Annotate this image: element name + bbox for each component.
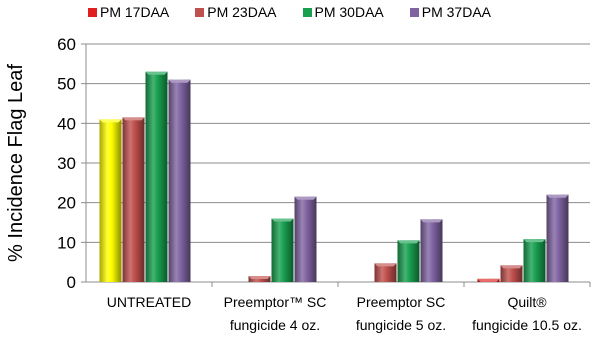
bar xyxy=(99,119,122,282)
bar xyxy=(168,79,191,282)
bar-top xyxy=(271,218,294,222)
bar-top xyxy=(99,119,122,123)
bar xyxy=(145,71,168,283)
bar xyxy=(546,194,569,282)
bar xyxy=(374,263,397,282)
y-tick-label: 0 xyxy=(67,273,76,292)
bar-top xyxy=(523,239,546,243)
legend-label-pm17: PM 17DAA xyxy=(100,4,170,20)
legend-label-pm30: PM 30DAA xyxy=(314,4,384,20)
bar xyxy=(271,218,294,282)
legend-item-pm30: PM 30DAA xyxy=(302,4,384,20)
bar-top xyxy=(145,71,168,75)
y-tick-label: 30 xyxy=(57,154,76,173)
y-tick-label: 60 xyxy=(57,35,76,54)
x-tick-label: fungicide 5 oz. xyxy=(356,317,446,333)
legend-label-pm37: PM 37DAA xyxy=(421,4,491,20)
x-tick-label: fungicide 4 oz. xyxy=(230,317,320,333)
x-tick-label: fungicide 10.5 oz. xyxy=(472,317,582,333)
legend-swatch-pm17 xyxy=(88,7,97,17)
x-tick-label: Preemptor SC xyxy=(357,294,446,310)
y-tick-label: 40 xyxy=(57,114,76,133)
bar-top xyxy=(248,276,271,280)
bar xyxy=(294,196,317,282)
bar-top xyxy=(294,196,317,200)
bar-body xyxy=(99,119,122,282)
bar-body xyxy=(122,117,145,282)
bar xyxy=(420,219,443,282)
bar xyxy=(248,276,271,282)
x-tick-label: UNTREATED xyxy=(107,294,192,310)
legend-swatch-pm37 xyxy=(409,7,419,17)
legend-item-pm37: PM 37DAA xyxy=(409,4,491,20)
bar-body xyxy=(500,265,523,282)
y-tick-label: 10 xyxy=(57,233,76,252)
bar-body xyxy=(546,194,569,282)
legend-swatch-pm23 xyxy=(195,7,205,17)
bar-body xyxy=(523,239,546,282)
bar-body xyxy=(145,71,168,283)
y-tick-label: 50 xyxy=(57,75,76,94)
bar xyxy=(500,265,523,282)
legend-label-pm23: PM 23DAA xyxy=(207,4,277,20)
legend: PM 17DAA PM 23DAA PM 30DAA PM 37DAA xyxy=(88,4,517,20)
bar-top xyxy=(500,265,523,269)
bar-body xyxy=(374,263,397,282)
bar-top xyxy=(397,240,420,244)
bar-top xyxy=(546,194,569,198)
bar-top xyxy=(374,263,397,267)
bar xyxy=(397,240,420,282)
bar-body xyxy=(397,240,420,282)
bar-top xyxy=(477,278,500,282)
y-tick-label: 20 xyxy=(57,194,76,213)
bar-body xyxy=(271,218,294,282)
bar-top xyxy=(122,117,145,121)
bar xyxy=(477,278,500,282)
legend-swatch-pm30 xyxy=(302,7,312,17)
y-axis-label: % Incidence Flag Leaf xyxy=(5,64,27,262)
legend-item-pm17: PM 17DAA xyxy=(88,4,169,20)
x-tick-label: Quilt® xyxy=(507,294,547,310)
bar xyxy=(523,239,546,282)
bar-body xyxy=(168,79,191,282)
bar-body xyxy=(294,196,317,282)
x-tick-label: Preemptor™ SC xyxy=(224,294,327,310)
bar-body xyxy=(420,219,443,282)
bar-top xyxy=(168,79,191,83)
bar-top xyxy=(420,219,443,223)
legend-item-pm23: PM 23DAA xyxy=(195,4,277,20)
bar xyxy=(122,117,145,282)
